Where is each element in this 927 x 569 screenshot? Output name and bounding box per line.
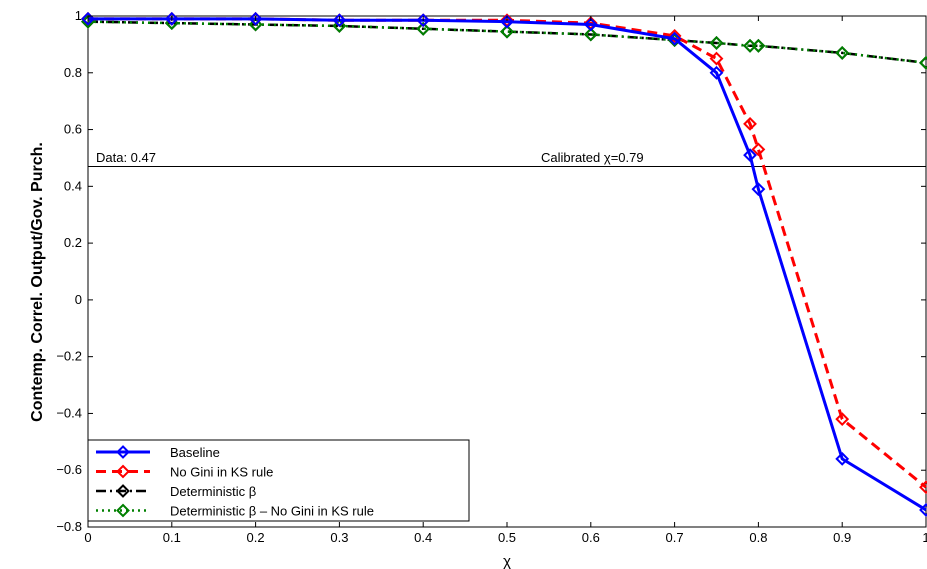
data-point-marker (164, 11, 179, 26)
x-tick-label: 1 (922, 530, 927, 545)
x-tick-label: 0.2 (247, 530, 265, 545)
data-point-marker (919, 480, 927, 495)
data-point-marker (751, 182, 766, 197)
legend-label: No Gini in KS rule (170, 465, 273, 480)
data-point-marker (835, 451, 850, 466)
y-tick-label: 0.6 (64, 122, 82, 137)
data-point-marker (248, 11, 263, 26)
y-axis-title: Contemp. Correl. Output/Gov. Purch. (29, 142, 46, 422)
data-point-marker (751, 142, 766, 157)
x-tick-label: 0.5 (498, 530, 516, 545)
data-point-marker (919, 55, 927, 70)
legend-marker (116, 464, 130, 479)
data-point-marker (583, 17, 598, 32)
data-point-marker (709, 65, 724, 80)
data-point-marker (416, 21, 431, 36)
data-point-marker (919, 503, 927, 517)
data-point-marker (416, 13, 431, 28)
x-tick-label: 0.6 (582, 530, 600, 545)
y-tick-label: 1 (75, 8, 82, 23)
y-tick-label: −0.6 (56, 462, 82, 477)
x-tick-label: 0.8 (749, 530, 767, 545)
x-tick-label: 0.7 (666, 530, 684, 545)
x-tick-label: 0.4 (414, 530, 432, 545)
data-point-marker (709, 36, 724, 50)
data-point-marker (835, 412, 850, 427)
calibrated-annotation: Calibrated χ=0.79 (541, 150, 644, 165)
x-tick-label: 0.1 (163, 530, 181, 545)
y-tick-label: −0.2 (56, 349, 82, 364)
data-point-marker (667, 28, 682, 43)
y-tick-label: 0.2 (64, 235, 82, 250)
y-tick-label: 0 (75, 292, 82, 307)
y-tick-label: 0.4 (64, 178, 82, 193)
x-tick-label: 0.9 (833, 530, 851, 545)
legend-label: Deterministic β – No Gini in KS rule (170, 504, 374, 519)
legend-marker (116, 503, 130, 518)
y-tick-label: −0.4 (56, 405, 82, 420)
data-point-marker (500, 14, 514, 29)
data-annotation: Data: 0.47 (96, 150, 156, 165)
data-point-marker (81, 11, 95, 26)
legend-label: Baseline (170, 445, 220, 460)
data-point-marker (500, 24, 514, 39)
legend-marker (116, 445, 130, 459)
data-point-marker (743, 148, 757, 163)
data-point-marker (500, 13, 514, 28)
legend-box (87, 439, 470, 522)
legend-marker (116, 484, 130, 498)
x-tick-label: 0 (84, 530, 91, 545)
data-point-marker (667, 31, 682, 46)
x-axis-title: χ (503, 553, 511, 569)
data-point-marker (751, 38, 766, 53)
data-point-marker (743, 116, 757, 131)
data-point-marker (332, 13, 347, 28)
data-point-marker (709, 51, 724, 66)
x-tick-label: 0.3 (330, 530, 348, 545)
y-tick-label: 0.8 (64, 65, 82, 80)
data-point-marker (835, 45, 850, 60)
data-point-marker (583, 16, 598, 31)
ticks-layer: 0 0.1 0.2 0.3 0.4 0.5 0.6 0.7 0.8 0.9 1 −0.8 −0.6 −0.… (56, 8, 927, 545)
data-point-marker (248, 17, 263, 32)
series-3 (81, 14, 927, 70)
y-tick-label: −0.8 (56, 519, 82, 534)
data-point-marker (583, 27, 598, 42)
legend-label: Deterministic β (170, 484, 256, 499)
legend: Baseline No Gini in KS rule Deterministic … (87, 439, 470, 522)
data-point-marker (332, 19, 347, 33)
